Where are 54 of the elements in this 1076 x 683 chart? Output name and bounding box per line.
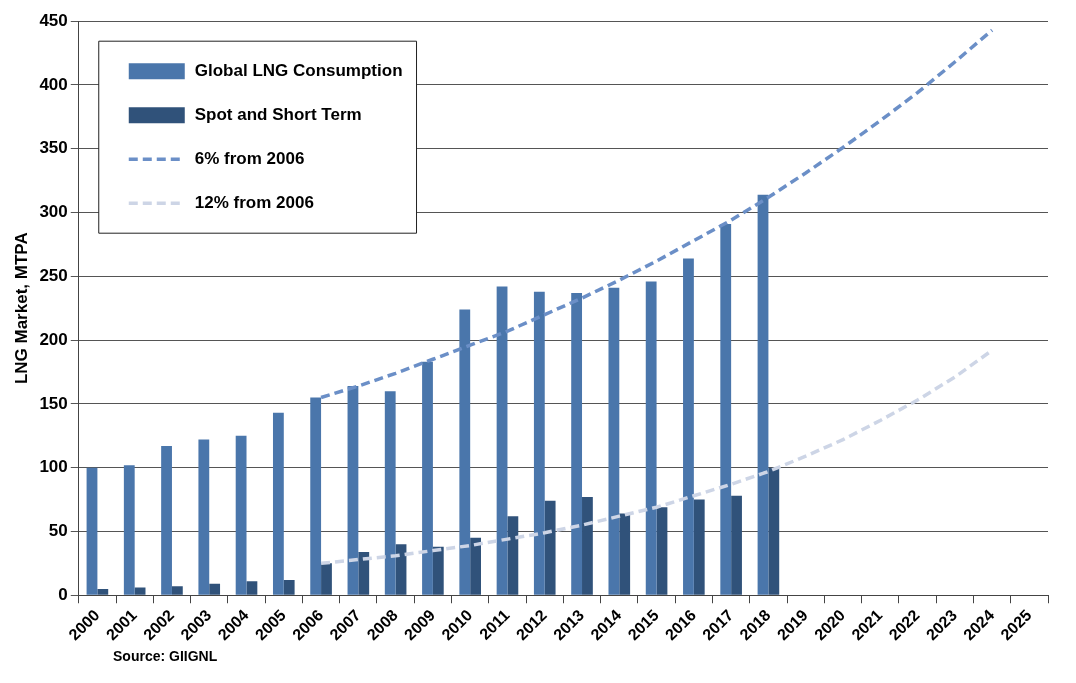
bar — [235, 435, 247, 595]
bar — [422, 361, 433, 595]
y-tick-label: 100 — [39, 457, 68, 477]
bar — [384, 391, 396, 595]
bar — [720, 224, 732, 595]
bar — [161, 446, 172, 595]
bar — [86, 467, 98, 595]
bar — [283, 579, 295, 595]
bar — [459, 309, 471, 595]
bar — [683, 258, 694, 595]
bar — [645, 281, 657, 595]
legend-label: 6% from 2006 — [194, 148, 305, 168]
legend-label: Global LNG Consumption — [194, 60, 403, 80]
y-tick-label: 200 — [39, 329, 68, 349]
bar — [134, 587, 146, 595]
bar — [768, 467, 780, 595]
bar — [347, 386, 359, 595]
y-tick-label: 0 — [58, 584, 68, 604]
y-axis-title: LNG Market, MTPA — [11, 232, 31, 385]
bar — [496, 286, 508, 595]
y-tick-label: 150 — [39, 393, 68, 413]
bar — [395, 544, 407, 595]
bar — [533, 291, 545, 595]
bar — [470, 537, 481, 595]
y-tick-label: 350 — [39, 138, 68, 158]
legend-label: 12% from 2006 — [194, 192, 314, 212]
y-tick-label: 400 — [39, 74, 68, 94]
bar — [571, 292, 583, 595]
bar — [310, 397, 322, 595]
bar — [198, 439, 210, 595]
y-tick-label: 50 — [48, 521, 68, 541]
source-note: Source: GIIGNL — [113, 648, 219, 664]
y-tick-label: 300 — [39, 202, 68, 222]
legend-label: Spot and Short Term — [194, 104, 362, 124]
bar — [123, 465, 135, 595]
bar — [209, 583, 221, 595]
bar — [656, 507, 668, 595]
bar — [358, 551, 370, 595]
bar — [619, 513, 631, 595]
bar — [582, 497, 593, 595]
bar — [731, 495, 742, 595]
bar — [507, 516, 519, 595]
bar — [544, 500, 556, 595]
bar — [693, 499, 705, 595]
bar — [432, 546, 444, 595]
bar — [246, 581, 258, 595]
y-tick-label: 250 — [39, 266, 68, 286]
bar — [97, 588, 109, 595]
bar — [608, 287, 620, 595]
y-tick-label: 450 — [39, 10, 68, 30]
bar — [272, 412, 284, 595]
bar — [321, 563, 332, 595]
bar — [757, 194, 769, 595]
bar — [171, 586, 183, 595]
